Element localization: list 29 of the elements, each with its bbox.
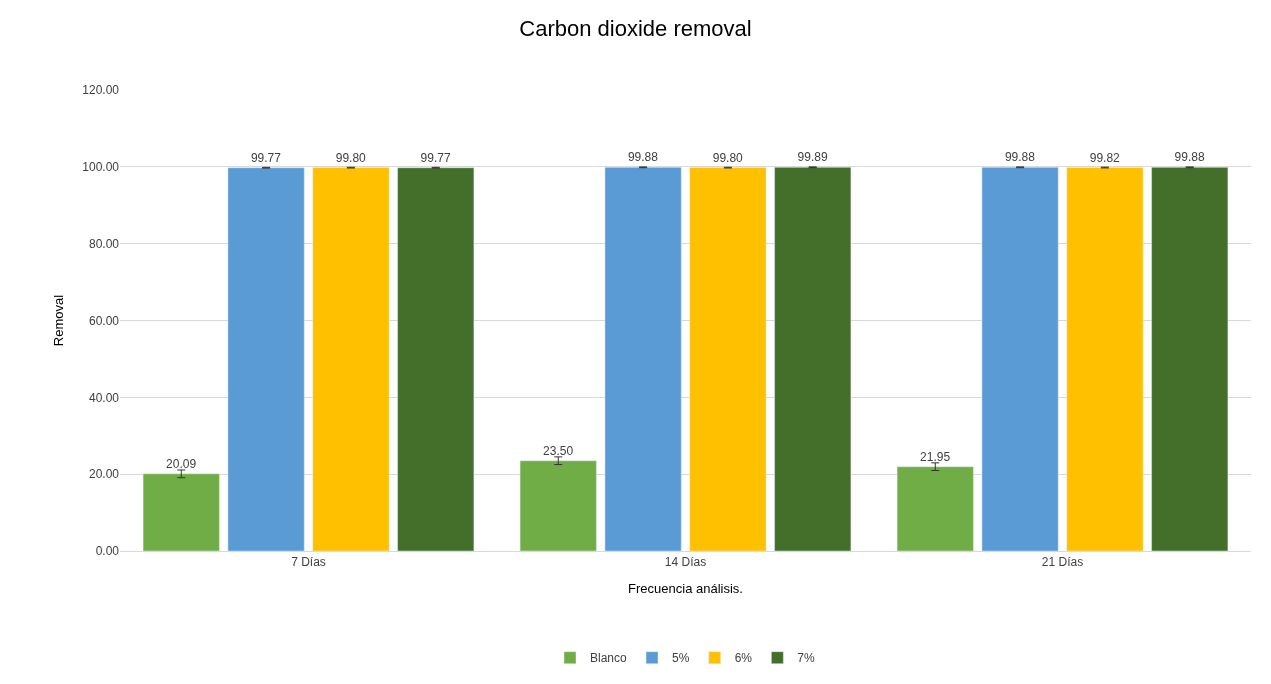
data-label: 99.77	[250, 150, 282, 165]
x-tick-label: 21 Días	[1041, 555, 1084, 570]
legend-label: 6%	[734, 651, 753, 666]
x-tick-label: 14 Días	[664, 555, 707, 570]
legend-label: 7%	[797, 651, 816, 666]
y-tick-label: 40.00	[88, 390, 120, 405]
y-tick-label: 0.00	[95, 544, 120, 559]
data-label: 20.09	[166, 456, 197, 471]
y-tick-label: 60.00	[88, 313, 120, 328]
data-label: 99.82	[1089, 150, 1121, 165]
data-label: 99.80	[335, 150, 367, 165]
data-label: 23.50	[543, 443, 574, 458]
data-label: 99.88	[1004, 150, 1036, 165]
x-tick-label: 7 Días	[291, 555, 326, 570]
data-label: 21.95	[920, 449, 951, 464]
data-label: 99.89	[797, 150, 828, 165]
y-tick-label: 120.00	[82, 83, 120, 98]
y-tick-label: 80.00	[88, 236, 120, 251]
chart-title: Carbon dioxide removal	[519, 15, 752, 41]
legend-label: 5%	[672, 651, 690, 666]
data-label: 99.88	[627, 150, 659, 165]
data-label: 99.88	[1174, 150, 1205, 165]
data-label: 99.80	[712, 150, 744, 165]
legend-label: Blanco	[590, 651, 628, 666]
y-axis-title: Removal	[51, 294, 67, 347]
data-label: 99.77	[420, 150, 451, 165]
y-tick-label: 20.00	[88, 467, 120, 482]
x-axis-title: Frecuencia análisis.	[628, 581, 743, 596]
y-tick-label: 100.00	[82, 160, 120, 175]
